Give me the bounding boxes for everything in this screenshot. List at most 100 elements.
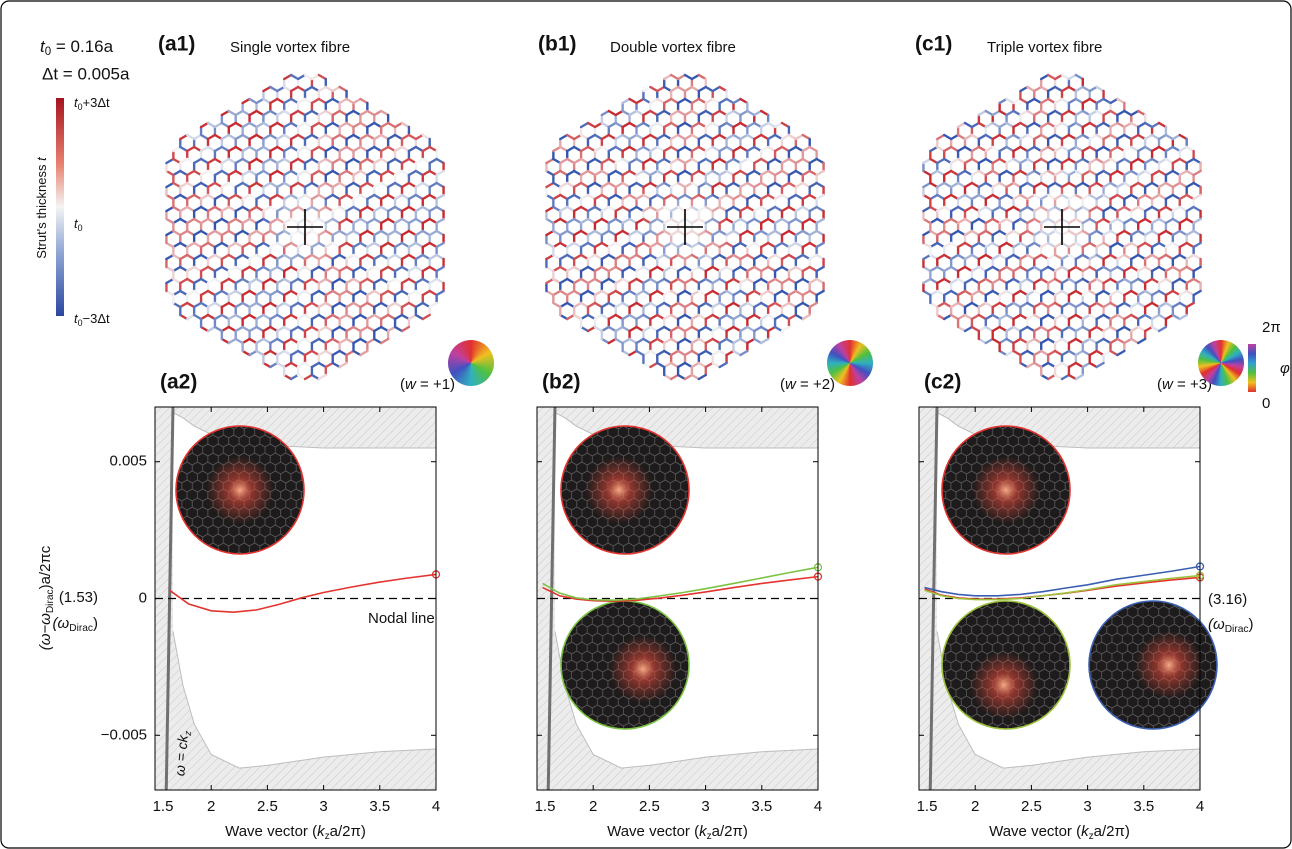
strut bbox=[1143, 217, 1154, 225]
strut bbox=[642, 133, 652, 141]
strut bbox=[296, 361, 307, 369]
strut bbox=[393, 121, 404, 129]
strut bbox=[345, 205, 355, 213]
strut bbox=[663, 157, 673, 165]
x-tick-label: 2 bbox=[207, 798, 215, 815]
strut bbox=[310, 373, 321, 381]
strut bbox=[794, 229, 804, 237]
strut bbox=[766, 277, 777, 285]
strut bbox=[393, 205, 404, 213]
strut bbox=[213, 301, 224, 309]
strut bbox=[711, 229, 721, 237]
strut bbox=[179, 253, 189, 261]
strut bbox=[338, 169, 348, 177]
strut bbox=[1012, 337, 1022, 345]
strut bbox=[739, 277, 749, 285]
strut bbox=[400, 169, 411, 177]
strut bbox=[283, 313, 293, 321]
strut bbox=[283, 349, 293, 357]
strut bbox=[614, 265, 624, 273]
strut bbox=[359, 205, 369, 213]
strut bbox=[234, 169, 244, 177]
strut bbox=[1053, 181, 1064, 189]
strut bbox=[656, 277, 666, 285]
strut bbox=[704, 145, 714, 153]
strut bbox=[1102, 181, 1112, 189]
strut bbox=[1046, 97, 1057, 105]
strut bbox=[1178, 289, 1188, 297]
strut bbox=[241, 193, 251, 201]
strut bbox=[991, 277, 1001, 285]
strut bbox=[317, 313, 327, 321]
strut bbox=[338, 85, 348, 93]
strut bbox=[1040, 265, 1050, 273]
strut bbox=[234, 265, 244, 273]
strut bbox=[359, 253, 369, 261]
strut bbox=[303, 373, 314, 381]
strut bbox=[1019, 277, 1029, 285]
strut bbox=[977, 109, 987, 117]
strut bbox=[435, 205, 445, 213]
strut bbox=[1040, 241, 1050, 249]
strut bbox=[255, 265, 265, 273]
strut bbox=[428, 181, 438, 189]
strut bbox=[262, 133, 272, 141]
strut bbox=[380, 253, 390, 261]
strut bbox=[1040, 373, 1050, 381]
strut bbox=[984, 277, 994, 285]
strut bbox=[956, 289, 967, 297]
strut bbox=[1033, 193, 1043, 201]
strut bbox=[1102, 301, 1112, 309]
strut bbox=[566, 277, 576, 285]
strut bbox=[1130, 169, 1140, 177]
strut bbox=[766, 229, 777, 237]
strut bbox=[1067, 193, 1078, 201]
strut bbox=[753, 325, 763, 333]
strut bbox=[614, 205, 624, 213]
strut bbox=[1081, 277, 1091, 285]
strut bbox=[1040, 205, 1050, 213]
strut bbox=[593, 265, 604, 273]
strut bbox=[572, 205, 583, 213]
strut bbox=[1171, 133, 1181, 141]
strut bbox=[296, 181, 307, 189]
strut bbox=[963, 289, 974, 297]
strut bbox=[289, 253, 300, 261]
strut bbox=[283, 193, 293, 201]
strut bbox=[248, 325, 258, 333]
strut bbox=[248, 289, 258, 297]
strut bbox=[255, 217, 265, 225]
strut bbox=[199, 229, 210, 237]
strut bbox=[683, 325, 694, 333]
strut bbox=[414, 181, 424, 189]
strut bbox=[1060, 97, 1071, 105]
strut bbox=[614, 157, 624, 165]
strut bbox=[943, 181, 953, 189]
strut bbox=[815, 193, 825, 201]
strut bbox=[1109, 157, 1119, 165]
strut bbox=[593, 253, 604, 261]
strut bbox=[697, 337, 707, 345]
strut bbox=[1026, 109, 1036, 117]
strut bbox=[345, 157, 355, 165]
strut bbox=[815, 217, 825, 225]
strut bbox=[1040, 121, 1050, 129]
strut bbox=[1164, 217, 1175, 225]
strut bbox=[1137, 253, 1147, 261]
strut bbox=[1012, 145, 1022, 153]
strut bbox=[303, 277, 314, 285]
strut bbox=[697, 109, 707, 117]
strut bbox=[324, 313, 334, 321]
strut bbox=[1033, 217, 1043, 225]
strut bbox=[289, 193, 300, 201]
strut bbox=[421, 265, 431, 273]
strut bbox=[656, 301, 666, 309]
strut bbox=[607, 313, 617, 321]
strut bbox=[949, 205, 960, 213]
strut bbox=[227, 241, 237, 249]
strut bbox=[739, 121, 749, 129]
strut bbox=[621, 145, 631, 153]
strut bbox=[739, 229, 749, 237]
strut bbox=[787, 241, 798, 249]
strut bbox=[1157, 121, 1168, 129]
